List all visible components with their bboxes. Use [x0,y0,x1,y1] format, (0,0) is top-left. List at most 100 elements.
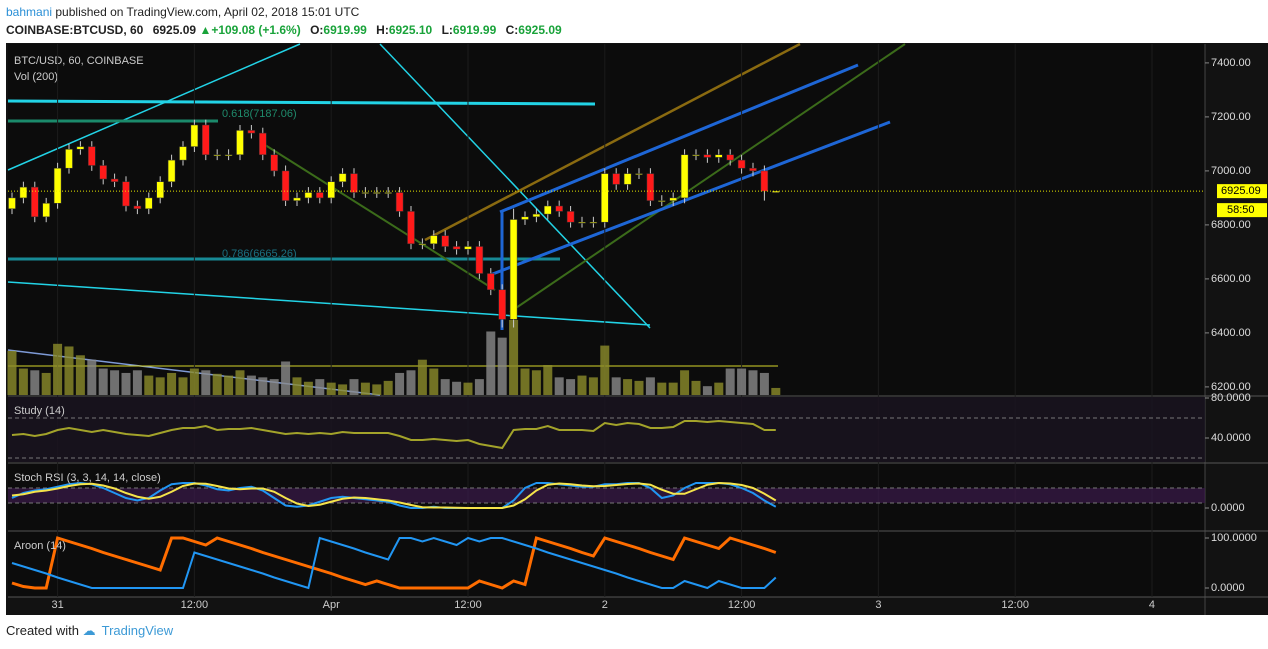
candle-body [692,154,700,156]
panel-title: Study (14) [14,405,65,417]
volume-bar [543,365,553,395]
volume-bar [98,368,108,395]
h-value: 6925.10 [388,23,433,37]
candle-body [19,186,28,199]
volume-bar [748,370,758,395]
fib-label: 0.786(6665.26) [222,248,297,260]
volume-bar [759,372,769,395]
fib-label: 0.618(7187.06) [222,108,297,120]
y-tick-label: 7000.00 [1211,165,1251,177]
o-label: O: [310,23,324,37]
candle-body [760,170,769,192]
candle-body [669,197,677,201]
volume-bar [87,359,97,395]
y-tick-label: 0.0000 [1211,582,1245,594]
candle-body [133,205,142,209]
candle-body [270,154,278,172]
candle-body [42,203,50,218]
volume-bar [235,370,245,395]
y-tick-label: 80.0000 [1211,392,1251,404]
volume-bar [680,370,690,395]
volume-bar [53,343,63,395]
candle-body [76,146,85,150]
candle-body [566,211,575,223]
header: bahmani published on TradingView.com, Ap… [6,5,562,37]
price: 6925.09 [152,23,197,37]
candle-body [65,149,73,169]
candle-body [350,173,358,193]
volume-bar [281,361,291,395]
y-tick-label: 6200.00 [1211,381,1251,393]
candle-body [281,170,290,201]
candle-body [99,165,107,180]
volume-bar [144,375,154,395]
candle-body [8,197,16,209]
author[interactable]: bahmani [6,5,53,19]
y-tick-label: 6800.00 [1211,219,1251,231]
series-line [11,536,777,590]
candle-body [179,146,187,161]
last-price-label: 6925.09 [1221,185,1261,197]
volume-bar [417,359,427,395]
volume-bar [474,379,484,395]
candle-body [384,192,392,194]
y-tick-label: 0.0000 [1211,502,1245,514]
volume-bar [725,368,735,395]
candle-body [772,190,780,193]
volume-bar [634,380,644,395]
volume-bar [702,386,712,395]
candle-body [418,243,427,246]
x-tick-label: 12:00 [728,599,756,611]
candle-body [452,246,461,250]
o-value: 6919.99 [323,23,367,37]
volume-bar [566,379,576,395]
candle-body [498,289,506,320]
candle-body [635,173,643,175]
symbol: COINBASE:BTCUSD, 60 [6,23,144,37]
candle-body [327,181,335,199]
footer: Created with ☁ TradingView [6,623,174,638]
candle-body [612,173,620,185]
volume-bar [349,379,359,395]
change: +109.08 (+1.6%) [211,23,301,37]
volume-bar [714,382,724,395]
y-tick-label: 7400.00 [1211,57,1251,69]
volume-bar [132,370,142,395]
candle-body [259,132,267,155]
countdown-box [1217,203,1267,218]
volume-bar [303,381,313,395]
volume-bar [452,381,462,395]
volume-bar [292,377,302,395]
candle-body [122,181,130,207]
brand[interactable]: TradingView [101,623,174,638]
candle-body [749,167,757,172]
volume-bar [509,320,519,395]
volume-bar [531,370,541,395]
candle-body [601,173,609,223]
volume-bar [737,368,747,395]
volume-bar [668,382,678,395]
l-label: L: [441,23,453,37]
candle-body [544,205,552,215]
candle-body [407,211,415,245]
volume-bar [18,368,28,395]
x-tick-label: 2 [602,599,608,611]
l-value: 6919.99 [452,23,497,37]
candle-body [646,173,655,201]
series-line [11,481,777,509]
panel-title: Stoch RSI (3, 3, 14, 14, close) [14,472,161,484]
volume-bar [258,377,268,395]
candle-body [521,216,529,220]
x-tick-label: 12:00 [1001,599,1029,611]
candle-body [726,154,734,161]
created: Created with [6,623,79,638]
y-tick-label: 40.0000 [1211,432,1251,444]
volume-bar [611,377,621,395]
volume-bar [7,350,17,395]
candle-body [202,124,210,155]
volume-bar [224,375,234,395]
countdown-label: 58:50 [1227,204,1255,216]
volume-bar [269,379,279,395]
